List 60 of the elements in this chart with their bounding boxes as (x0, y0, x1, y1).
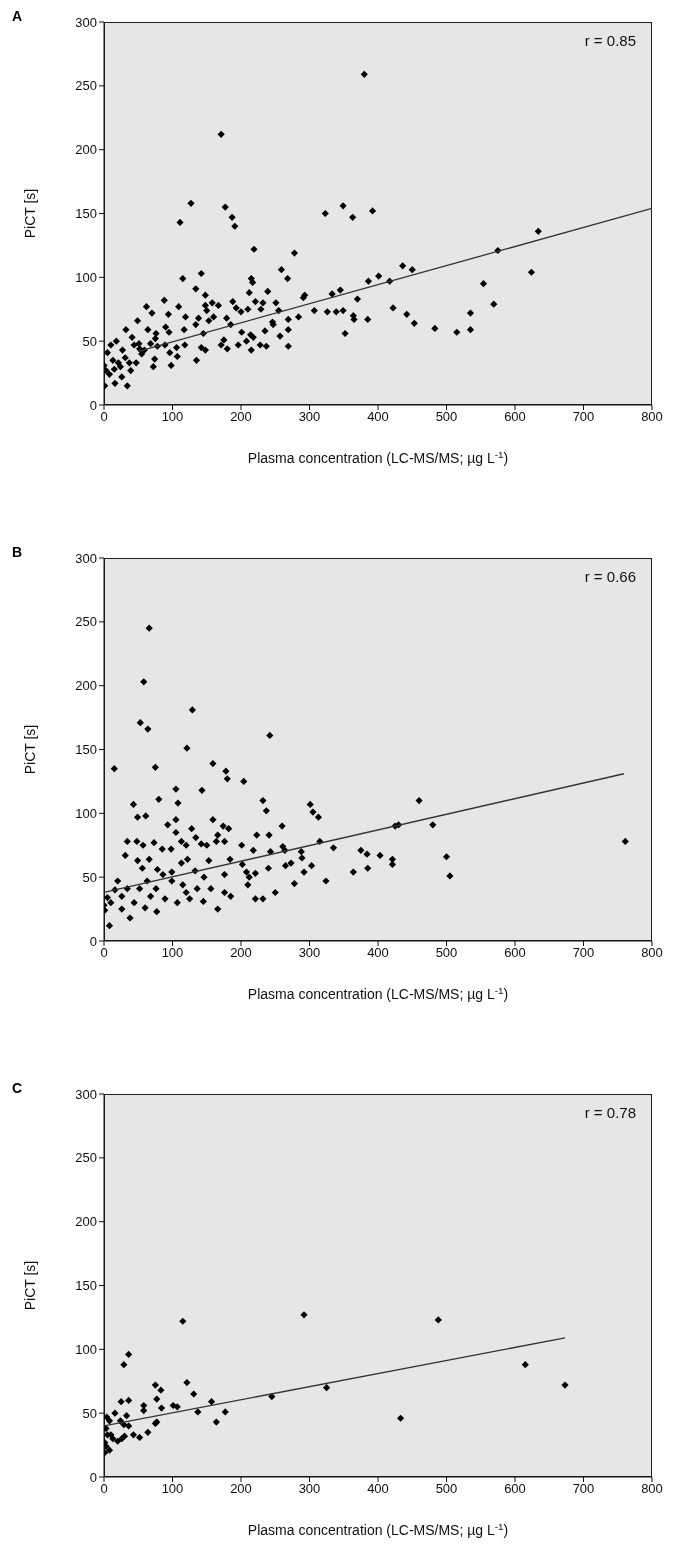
y-axis-title: PiCT [s] (21, 188, 38, 239)
y-tick-label: 200 (75, 1214, 97, 1230)
chart-title: B (12, 544, 23, 560)
x-tick-label: 0 (100, 945, 108, 961)
x-tick-label: 200 (230, 1481, 252, 1497)
x-tick-label: 0 (100, 1481, 108, 1497)
y-tick-label: 150 (75, 206, 97, 222)
x-tick-label: 200 (230, 945, 252, 961)
x-tick-label: 100 (161, 409, 184, 425)
y-tick-label: 150 (75, 742, 97, 758)
y-tick-label: 300 (75, 14, 97, 30)
x-tick-label: 600 (504, 409, 526, 425)
annotation: r = 0.66 (584, 568, 636, 585)
y-tick-label: 0 (89, 933, 97, 949)
x-tick-label: 500 (435, 409, 458, 425)
x-axis-title: Plasma concentration (LC-MS/MS; µg L$^{-1}$) (247, 984, 509, 1002)
annotation: r = 0.85 (584, 32, 636, 49)
x-tick-label: 400 (367, 1481, 389, 1497)
x-tick-label: 800 (641, 945, 663, 961)
y-tick-label: 100 (75, 805, 97, 821)
x-axis-title: Plasma concentration (LC-MS/MS; µg L$^{-1}$) (247, 1520, 509, 1538)
x-tick-label: 100 (161, 945, 184, 961)
y-tick-label: 250 (75, 1150, 97, 1166)
x-tick-label: 700 (572, 945, 595, 961)
x-tick-label: 300 (298, 409, 321, 425)
y-tick-label: 200 (75, 678, 97, 694)
y-tick-label: 0 (89, 397, 97, 413)
x-tick-label: 300 (298, 945, 321, 961)
y-tick-label: 0 (89, 1469, 97, 1485)
y-tick-label: 100 (75, 269, 97, 285)
x-tick-label: 800 (641, 1481, 663, 1497)
x-tick-label: 100 (161, 1481, 184, 1497)
x-tick-label: 300 (298, 1481, 321, 1497)
y-tick-label: 150 (75, 1278, 97, 1294)
x-tick-label: 800 (641, 409, 663, 425)
y-tick-label: 250 (75, 78, 97, 94)
x-tick-label: 500 (435, 945, 458, 961)
x-tick-label: 600 (504, 1481, 526, 1497)
x-tick-label: 600 (504, 945, 526, 961)
y-tick-label: 300 (75, 550, 97, 566)
y-tick-label: 50 (82, 1405, 97, 1421)
y-tick-label: 100 (75, 1341, 97, 1357)
x-axis-title: Plasma concentration (LC-MS/MS; µg L$^{-1}$) (247, 448, 509, 466)
x-tick-label: 0 (100, 409, 108, 425)
y-axis-title: PiCT [s] (21, 724, 38, 775)
y-tick-label: 50 (82, 869, 97, 885)
y-tick-label: 50 (82, 333, 97, 349)
annotation: r = 0.78 (584, 1104, 636, 1121)
x-tick-label: 700 (572, 409, 595, 425)
y-tick-label: 300 (75, 1086, 97, 1102)
y-tick-label: 250 (75, 614, 97, 630)
x-tick-label: 400 (367, 945, 389, 961)
x-tick-label: 400 (367, 409, 389, 425)
x-tick-label: 500 (435, 1481, 458, 1497)
chart-title: A (12, 8, 23, 24)
x-tick-label: 700 (572, 1481, 595, 1497)
y-tick-label: 200 (75, 142, 97, 158)
x-tick-label: 200 (230, 409, 252, 425)
chart-title: C (12, 1080, 23, 1096)
y-axis-title: PiCT [s] (21, 1260, 38, 1311)
